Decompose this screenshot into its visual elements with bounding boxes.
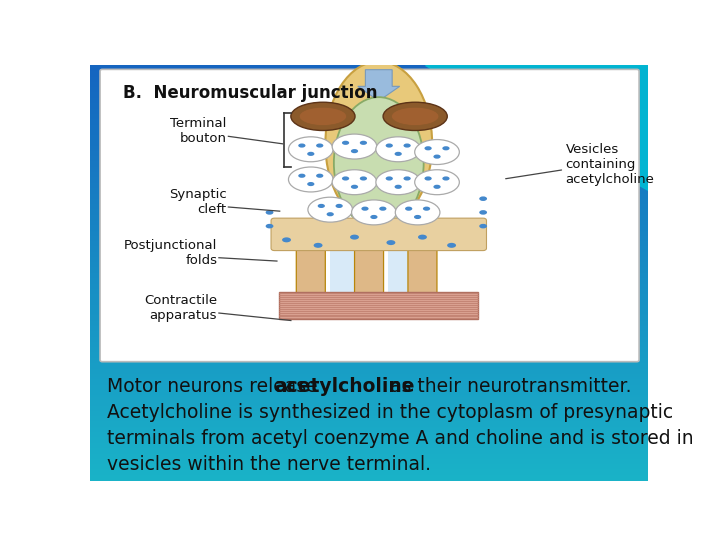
Text: Acetylcholine is synthesized in the cytoplasm of presynaptic: Acetylcholine is synthesized in the cyto… [107, 403, 673, 422]
Ellipse shape [314, 243, 323, 248]
Text: B.  Neuromuscular junction: B. Neuromuscular junction [124, 84, 378, 102]
Text: Postjunctional
folds: Postjunctional folds [124, 239, 217, 267]
Ellipse shape [405, 207, 413, 211]
Ellipse shape [332, 170, 377, 195]
Ellipse shape [289, 167, 333, 192]
Ellipse shape [370, 215, 377, 219]
Text: Vesicles
containing
acetylcholine: Vesicles containing acetylcholine [565, 143, 654, 186]
Ellipse shape [307, 152, 315, 156]
Ellipse shape [298, 144, 305, 147]
Text: as their neurotransmitter.: as their neurotransmitter. [384, 377, 631, 396]
Ellipse shape [300, 107, 346, 125]
Polygon shape [425, 65, 648, 190]
Ellipse shape [351, 149, 358, 153]
Ellipse shape [291, 102, 355, 131]
Ellipse shape [425, 146, 432, 150]
Ellipse shape [403, 144, 410, 147]
Ellipse shape [327, 212, 334, 217]
Ellipse shape [395, 152, 402, 156]
Ellipse shape [423, 207, 430, 211]
Ellipse shape [415, 139, 459, 165]
Ellipse shape [316, 144, 323, 147]
Ellipse shape [350, 234, 359, 240]
Ellipse shape [351, 185, 358, 189]
Ellipse shape [376, 137, 420, 162]
Text: Synaptic
cleft: Synaptic cleft [169, 188, 227, 216]
Ellipse shape [392, 107, 439, 125]
Ellipse shape [447, 243, 456, 248]
Ellipse shape [418, 234, 427, 240]
Ellipse shape [386, 144, 393, 147]
Ellipse shape [403, 177, 410, 180]
Ellipse shape [442, 146, 449, 150]
Ellipse shape [334, 97, 423, 229]
Ellipse shape [425, 177, 432, 180]
Ellipse shape [318, 204, 325, 208]
Ellipse shape [316, 174, 323, 178]
Text: Motor neurons release: Motor neurons release [107, 377, 323, 396]
Ellipse shape [307, 182, 315, 186]
Ellipse shape [395, 185, 402, 189]
Ellipse shape [325, 62, 432, 226]
Ellipse shape [360, 177, 367, 180]
Text: acetylcholine: acetylcholine [274, 377, 415, 396]
Ellipse shape [442, 177, 449, 180]
FancyBboxPatch shape [297, 246, 325, 296]
Ellipse shape [414, 215, 421, 219]
Text: terminals from acetyl coenzyme A and choline and is stored in: terminals from acetyl coenzyme A and cho… [107, 429, 693, 448]
Ellipse shape [332, 134, 377, 159]
Ellipse shape [336, 204, 343, 208]
Ellipse shape [376, 170, 420, 195]
Ellipse shape [342, 177, 349, 180]
Text: vesicles within the nerve terminal.: vesicles within the nerve terminal. [107, 455, 431, 474]
Ellipse shape [386, 177, 393, 180]
Ellipse shape [480, 210, 487, 215]
Bar [389, 251, 423, 295]
Ellipse shape [480, 224, 487, 228]
Ellipse shape [266, 224, 274, 228]
Ellipse shape [433, 185, 441, 189]
Ellipse shape [298, 174, 305, 178]
Ellipse shape [351, 200, 396, 225]
Ellipse shape [360, 141, 367, 145]
Ellipse shape [289, 137, 333, 162]
Ellipse shape [387, 240, 395, 245]
FancyBboxPatch shape [271, 218, 487, 251]
Text: Terminal
bouton: Terminal bouton [171, 117, 227, 145]
Ellipse shape [361, 207, 369, 211]
FancyBboxPatch shape [354, 246, 384, 296]
Ellipse shape [383, 102, 447, 131]
Bar [330, 251, 369, 295]
Ellipse shape [379, 207, 387, 211]
Text: Contractile
apparatus: Contractile apparatus [144, 294, 217, 322]
FancyBboxPatch shape [100, 69, 639, 362]
Ellipse shape [266, 210, 274, 215]
FancyArrow shape [358, 70, 400, 101]
Ellipse shape [415, 170, 459, 195]
Ellipse shape [433, 154, 441, 159]
Ellipse shape [480, 197, 487, 201]
Bar [279, 292, 478, 320]
Ellipse shape [308, 197, 353, 222]
Ellipse shape [342, 141, 349, 145]
Ellipse shape [282, 238, 291, 242]
Ellipse shape [395, 200, 440, 225]
FancyBboxPatch shape [408, 246, 437, 296]
